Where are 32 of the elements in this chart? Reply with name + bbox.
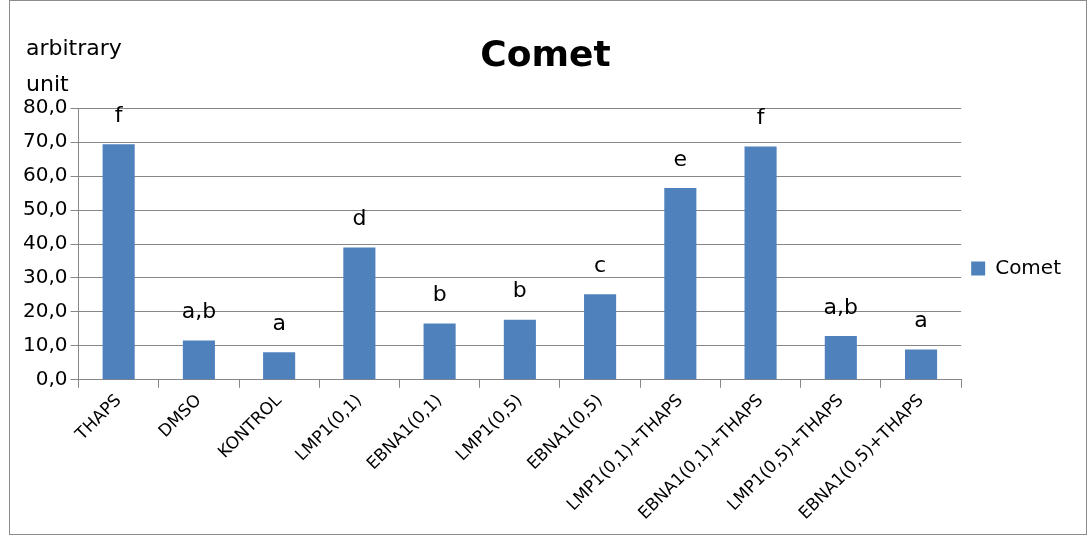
y-tick-label: 30,0: [23, 264, 68, 289]
y-tick-label: 50,0: [23, 196, 68, 221]
annotation: e: [673, 145, 688, 171]
bar: [584, 294, 617, 380]
bar: [503, 319, 536, 380]
y-tick-label: 10,0: [23, 332, 68, 357]
annotation: a: [914, 307, 928, 333]
annotation: c: [594, 251, 607, 277]
bar: [423, 323, 456, 380]
annotation: a,b: [181, 298, 217, 324]
bar: [664, 187, 697, 380]
annotation: b: [432, 281, 447, 307]
annotation: b: [512, 277, 527, 303]
y-tick-label: 60,0: [23, 162, 68, 187]
annotation: a,b: [823, 293, 859, 319]
bar: [182, 340, 215, 380]
bar: [102, 144, 135, 380]
legend-label: Comet: [995, 254, 1062, 279]
y-tick-label: 40,0: [23, 230, 68, 255]
annotation: f: [114, 101, 124, 127]
bar: [343, 247, 376, 380]
bar: [744, 146, 777, 380]
bar: [905, 349, 938, 380]
bar: [824, 336, 857, 380]
y-tick-label: 70,0: [23, 128, 68, 153]
annotation: a: [272, 310, 286, 336]
annotation: f: [756, 104, 766, 130]
bar: [263, 352, 296, 380]
annotation: d: [352, 205, 367, 231]
y-tick-label: 0,0: [35, 366, 68, 391]
chart-title: Comet: [480, 32, 611, 74]
y-tick-label: 20,0: [23, 298, 68, 323]
